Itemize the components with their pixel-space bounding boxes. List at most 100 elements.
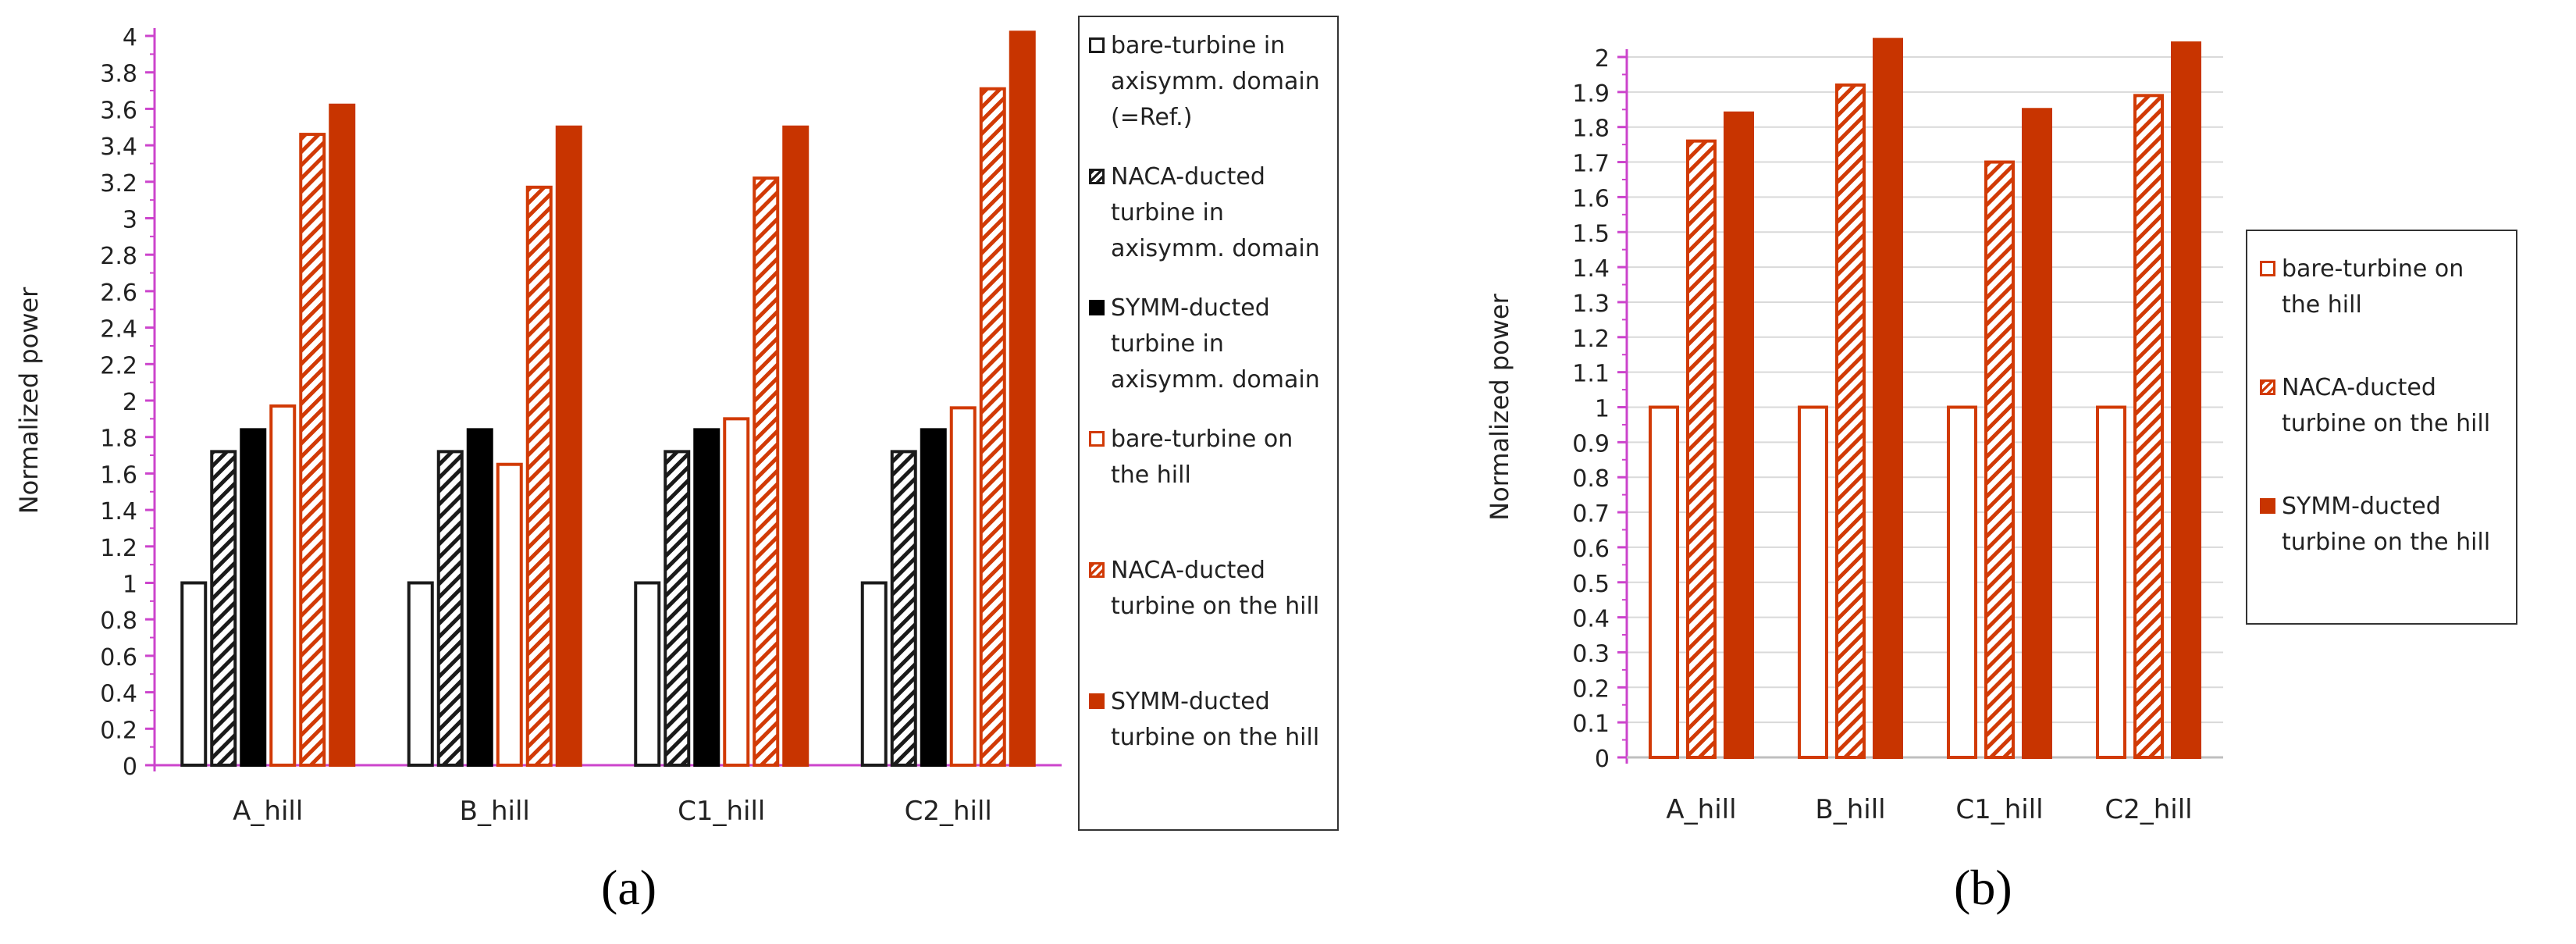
legend-swatch	[1089, 37, 1105, 53]
bar	[1649, 405, 1679, 759]
legend-swatch	[1089, 693, 1105, 709]
chart-panel-b: 0 0.1 0.2 0.3 0.4 0.5 0.6 0.7 0.8 0.9 1 1.1 1.2 1.3 1.…	[1288, 0, 2576, 944]
legend-label: bare-turbine on the hill	[2282, 255, 2464, 319]
legend-label: NACA-ducted turbine on the hill	[2282, 374, 2491, 437]
y-tick-label: 0	[1595, 746, 1610, 773]
y-tick-label: 3.2	[100, 170, 137, 198]
bar	[1873, 37, 1903, 759]
y-tick-label: 1.6	[100, 461, 137, 489]
bar	[664, 450, 691, 767]
legend-a: bare-turbine in axisymm. domain (=Ref.) …	[1078, 16, 1339, 831]
y-tick-label: 0.6	[100, 644, 137, 671]
y-tick-label: 3	[123, 207, 137, 234]
bar	[436, 450, 464, 767]
y-tick-label: 1.6	[1572, 185, 1610, 212]
y-tick-label: 0.5	[1572, 571, 1610, 598]
x-tick-label: A_hill	[233, 796, 303, 827]
legend-item: bare-turbine on the hill	[1089, 422, 1328, 553]
y-tick-label: 2.4	[100, 316, 137, 344]
y-tick-label: 1.8	[100, 426, 137, 453]
x-tick-label: C2_hill	[905, 796, 992, 827]
y-axis-label: Normalized power	[1485, 293, 1514, 520]
bar	[979, 87, 1006, 767]
bar	[1686, 139, 1717, 759]
bar	[329, 103, 356, 768]
legend-label: NACA-ducted turbine in axisymm. domain	[1111, 163, 1320, 262]
bar	[180, 581, 208, 767]
y-tick-label: 3.6	[100, 97, 137, 124]
y-tick-label: 1.4	[1572, 255, 1610, 283]
bar	[407, 581, 434, 767]
y-tick-label: 0.8	[100, 607, 137, 635]
bar	[525, 185, 553, 767]
y-tick-label: 0.1	[1572, 711, 1610, 738]
bar	[210, 450, 237, 767]
y-tick-label: 2.8	[100, 243, 137, 270]
legend-label: bare-turbine on the hill	[1111, 426, 1293, 489]
bar	[723, 417, 750, 767]
bar	[634, 581, 661, 767]
y-tick-label: 0.4	[100, 681, 137, 708]
bar	[782, 125, 809, 767]
legend-label: bare-turbine in axisymm. domain (=Ref.)	[1111, 32, 1320, 131]
y-tick-label: 0	[123, 753, 137, 781]
y-tick-label: 2.6	[100, 280, 137, 307]
panel-label-a: (a)	[601, 860, 657, 915]
x-tick-label: B_hill	[460, 796, 530, 827]
x-tick-label: C2_hill	[2105, 794, 2192, 825]
y-tick-label: 3.4	[100, 134, 137, 161]
y-tick-label: 2	[123, 389, 137, 416]
legend-item: NACA-ducted turbine on the hill	[2260, 370, 2503, 489]
chart-b: 0 0.1 0.2 0.3 0.4 0.5 0.6 0.7 0.8 0.9 1 1.1 1.2 1.3 1.…	[1485, 37, 2223, 825]
y-tick-label: 3.8	[100, 61, 137, 88]
legend-item: NACA-ducted turbine in axisymm. domain	[1089, 159, 1328, 290]
legend-swatch	[1089, 431, 1105, 447]
x-tick-label: C1_hill	[1955, 794, 2043, 825]
y-tick-label: 1.9	[1572, 80, 1610, 108]
bar	[496, 462, 523, 767]
legend-swatch	[2260, 379, 2275, 395]
bar	[1009, 30, 1036, 767]
panel-label-b: (b)	[1954, 860, 2012, 915]
y-tick-label: 1	[123, 572, 137, 599]
bar	[920, 428, 947, 767]
y-tick-label: 0.6	[1572, 536, 1610, 563]
y-tick-label: 0.8	[1572, 465, 1610, 493]
y-tick-label: 0.2	[100, 717, 137, 744]
y-tick-label: 2	[1595, 45, 1610, 73]
bar	[466, 428, 493, 767]
bar	[1947, 405, 1977, 759]
bar	[299, 133, 326, 767]
bar	[2096, 405, 2126, 759]
y-tick-label: 1	[1595, 396, 1610, 423]
legend-label: NACA-ducted turbine on the hill	[1111, 557, 1320, 620]
legend-swatch	[1089, 562, 1105, 578]
bar	[890, 450, 917, 767]
x-tick-label: C1_hill	[678, 796, 765, 827]
y-axis-label: Normalized power	[14, 287, 44, 514]
legend-swatch	[1089, 300, 1105, 315]
y-tick-label: 1.2	[100, 535, 137, 562]
legend-swatch	[1089, 169, 1105, 184]
legend-item: SYMM-ducted turbine on the hill	[2260, 489, 2503, 607]
bar	[1724, 111, 1754, 759]
bar	[860, 581, 888, 767]
legend-item: SYMM-ducted turbine on the hill	[1089, 684, 1328, 815]
y-tick-label: 2.2	[100, 352, 137, 379]
x-tick-label: B_hill	[1815, 794, 1885, 825]
legend-item: bare-turbine in axisymm. domain (=Ref.)	[1089, 28, 1328, 159]
bar	[1798, 405, 1828, 759]
bar	[240, 428, 267, 767]
y-tick-label: 1.5	[1572, 220, 1610, 248]
y-tick-label: 1.4	[100, 498, 137, 525]
legend-label: SYMM-ducted turbine in axisymm. domain	[1111, 294, 1320, 394]
y-tick-label: 1.8	[1572, 116, 1610, 143]
bar	[555, 125, 582, 767]
legend-label: SYMM-ducted turbine on the hill	[1111, 688, 1320, 751]
y-tick-label: 0.7	[1572, 500, 1610, 528]
bar	[753, 176, 780, 767]
bar	[1984, 160, 2015, 760]
y-tick-label: 1.1	[1572, 361, 1610, 388]
legend-b: bare-turbine on the hill NACA-ducted tur…	[2246, 230, 2517, 625]
y-tick-label: 4	[123, 24, 137, 52]
